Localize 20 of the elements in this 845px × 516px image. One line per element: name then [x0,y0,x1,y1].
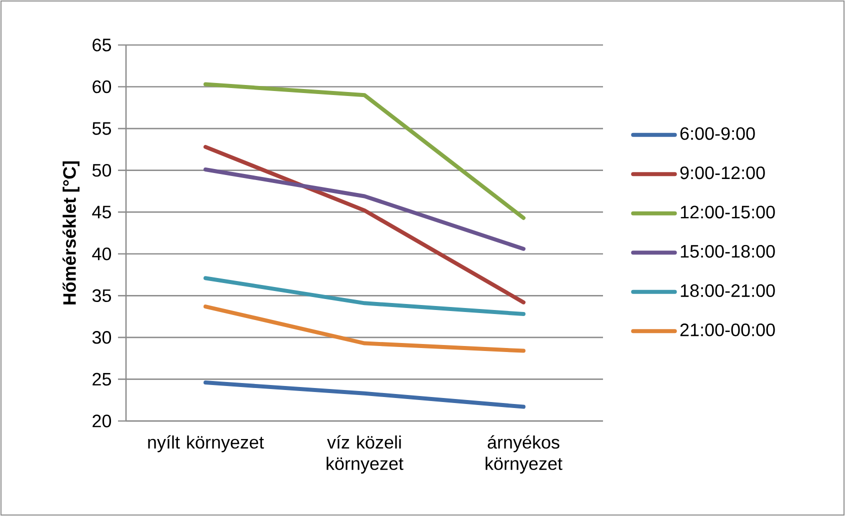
x-tick-label: víz közeli környezet [326,435,404,474]
y-tick-label: 60 [92,80,112,94]
y-tick-label: 55 [92,122,111,135]
legend-label: 15:00-18:00 [680,244,775,258]
legend-label: 18:00-21:00 [680,284,775,297]
y-tick-label: 65 [92,38,111,52]
y-tick-label: 30 [92,331,112,344]
y-tick-label: 20 [92,414,112,428]
y-axis-title: Hőmérséklet [°C] [62,161,80,304]
legend-label: 9:00-12:00 [680,166,765,180]
x-tick-label: nyílt környezet [148,435,264,452]
legend-label: 21:00-00:00 [680,324,775,336]
y-tick-label: 35 [92,289,111,302]
y-tick-label: 40 [92,248,112,260]
y-tick-label: 50 [92,164,112,177]
legend-label: 12:00-15:00 [680,206,775,218]
legend-label: 6:00-9:00 [680,127,755,140]
y-tick-label: 25 [92,372,111,386]
x-tick-label: árnyékos környezet [486,435,562,474]
y-tick-label: 45 [92,206,111,218]
